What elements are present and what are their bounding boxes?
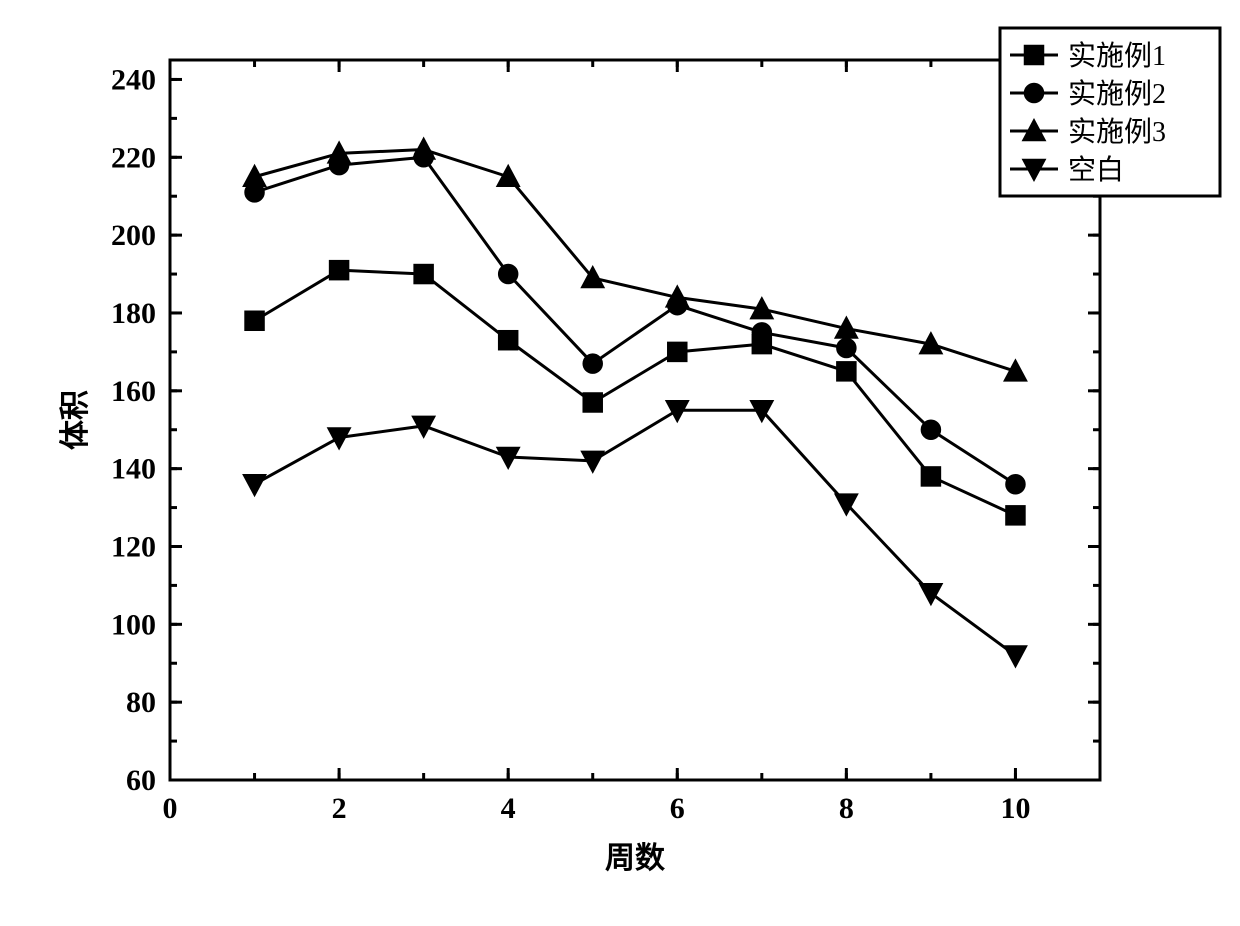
svg-text:80: 80 — [126, 686, 156, 719]
svg-text:180: 180 — [111, 297, 156, 330]
svg-text:实施例1: 实施例1 — [1068, 40, 1166, 72]
line-chart: 0 2 4 6 8 10 周数 60 80 100 120 140 160 180 200 220 240 体积 实… — [0, 0, 1240, 926]
svg-text:4: 4 — [501, 792, 516, 825]
svg-text:160: 160 — [111, 375, 156, 408]
svg-text:200: 200 — [111, 219, 156, 252]
svg-text:6: 6 — [670, 792, 685, 825]
svg-text:周数: 周数 — [605, 842, 666, 875]
svg-text:实施例3: 实施例3 — [1068, 116, 1166, 148]
svg-text:120: 120 — [111, 530, 156, 563]
svg-text:140: 140 — [111, 453, 156, 486]
svg-text:60: 60 — [126, 764, 156, 797]
svg-text:220: 220 — [111, 141, 156, 174]
svg-text:体积: 体积 — [59, 390, 92, 450]
svg-text:10: 10 — [1000, 792, 1030, 825]
svg-text:2: 2 — [332, 792, 347, 825]
svg-text:240: 240 — [111, 63, 156, 96]
svg-text:0: 0 — [163, 792, 178, 825]
svg-text:空白: 空白 — [1068, 154, 1124, 186]
chart-svg: 0 2 4 6 8 10 周数 60 80 100 120 140 160 180 200 220 240 体积 实… — [0, 0, 1240, 926]
svg-text:实施例2: 实施例2 — [1068, 78, 1166, 110]
svg-text:8: 8 — [839, 792, 854, 825]
svg-text:100: 100 — [111, 608, 156, 641]
